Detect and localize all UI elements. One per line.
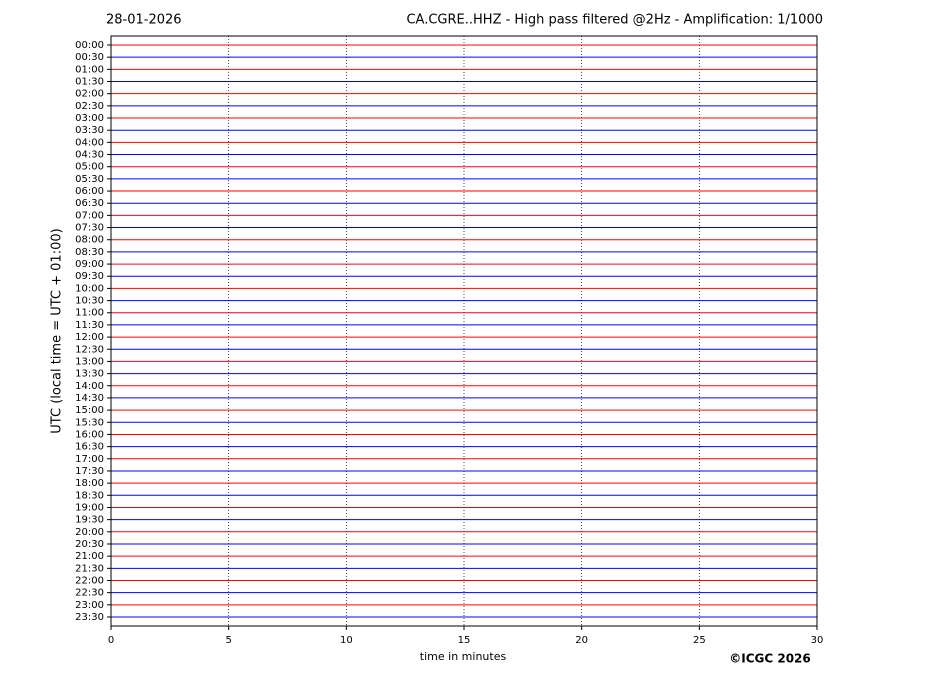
copyright: ©ICGC 2026 [729, 652, 811, 666]
y-tick-label: 03:00 [75, 113, 104, 124]
y-tick-label: 19:30 [75, 515, 104, 526]
x-tick-label: 25 [693, 635, 706, 646]
x-tick-label: 30 [811, 635, 824, 646]
chart-date: 28-01-2026 [106, 13, 182, 28]
y-tick-label: 04:30 [75, 150, 104, 161]
x-tick-label: 15 [458, 635, 471, 646]
y-tick-label: 17:30 [75, 466, 104, 477]
x-tick-label: 10 [340, 635, 353, 646]
y-tick-label: 00:30 [75, 52, 104, 63]
y-tick-label: 10:00 [75, 283, 104, 294]
y-tick-label: 14:30 [75, 393, 104, 404]
x-tick-label: 5 [225, 635, 231, 646]
x-axis-label: time in minutes [420, 650, 507, 663]
y-tick-label: 12:00 [75, 332, 104, 343]
y-tick-label: 21:00 [75, 551, 104, 562]
y-tick-label: 11:30 [75, 320, 104, 331]
y-tick-label: 21:30 [75, 563, 104, 574]
y-tick-label: 08:00 [75, 235, 104, 246]
y-tick-label: 17:00 [75, 454, 104, 465]
y-tick-label: 06:00 [75, 186, 104, 197]
y-tick-label: 19:00 [75, 502, 104, 513]
y-tick-label: 23:30 [75, 612, 104, 623]
y-tick-label: 23:00 [75, 600, 104, 611]
y-axis-label: UTC (local time = UTC + 01:00) [50, 228, 65, 433]
y-tick-label: 11:00 [75, 308, 104, 319]
y-tick-label: 13:30 [75, 369, 104, 380]
y-tick-label: 09:00 [75, 259, 104, 270]
y-tick-label: 13:00 [75, 356, 104, 367]
y-tick-label: 00:00 [75, 40, 104, 51]
y-tick-label: 03:30 [75, 125, 104, 136]
y-tick-label: 22:30 [75, 588, 104, 599]
y-tick-label: 05:30 [75, 174, 104, 185]
chart-title: CA.CGRE..HHZ - High pass filtered @2Hz -… [406, 13, 823, 28]
y-tick-label: 15:00 [75, 405, 104, 416]
plot-frame [110, 35, 818, 627]
y-tick-label: 18:00 [75, 478, 104, 489]
y-tick-label: 07:00 [75, 210, 104, 221]
x-tick-label: 0 [108, 635, 114, 646]
y-tick-label: 08:30 [75, 247, 104, 258]
y-tick-label: 16:00 [75, 429, 104, 440]
y-tick-label: 10:30 [75, 296, 104, 307]
y-tick-label: 01:00 [75, 64, 104, 75]
y-tick-label: 20:30 [75, 539, 104, 550]
y-tick-label: 20:00 [75, 527, 104, 538]
y-tick-label: 01:30 [75, 77, 104, 88]
y-tick-label: 06:30 [75, 198, 104, 209]
y-tick-label: 05:00 [75, 162, 104, 173]
y-tick-label: 14:00 [75, 381, 104, 392]
y-tick-label: 15:30 [75, 417, 104, 428]
y-tick-label: 18:30 [75, 490, 104, 501]
x-tick-label: 20 [575, 635, 588, 646]
y-tick-label: 02:30 [75, 101, 104, 112]
y-tick-label: 22:00 [75, 575, 104, 586]
y-tick-label: 16:30 [75, 442, 104, 453]
y-tick-label: 04:00 [75, 137, 104, 148]
y-tick-label: 07:30 [75, 223, 104, 234]
y-tick-label: 09:30 [75, 271, 104, 282]
y-tick-label: 02:00 [75, 89, 104, 100]
y-tick-label: 12:30 [75, 344, 104, 355]
